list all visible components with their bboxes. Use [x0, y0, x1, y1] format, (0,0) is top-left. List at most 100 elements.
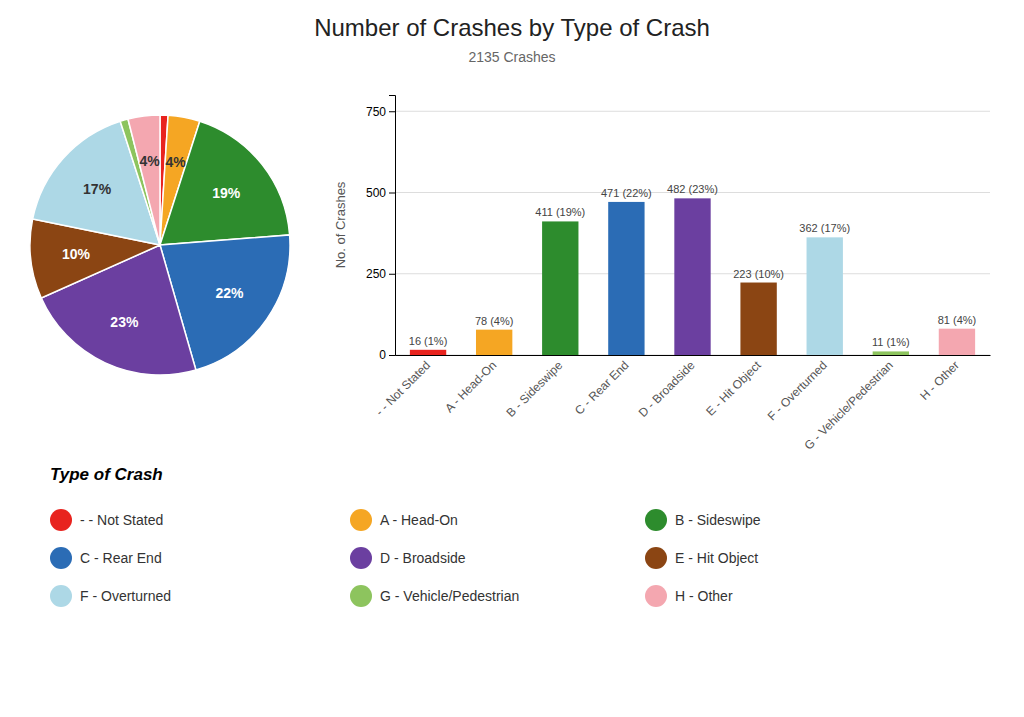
y-tick-mark [389, 274, 395, 275]
x-tick-label: H - Other [917, 358, 962, 403]
data-label: 482 (23%) [667, 183, 718, 195]
y-tick-mark [389, 111, 395, 112]
legend-label: B - Sideswipe [675, 512, 761, 528]
subtitle: 2135 Crashes [468, 49, 555, 65]
x-tick-label: B - Sideswipe [504, 358, 566, 420]
grid [395, 111, 990, 355]
pie-chart: 4% 19% 22% 23% 10% 17% 4% [30, 115, 290, 375]
legend-item: B - Sideswipe [645, 509, 761, 531]
legend-item: C - Rear End [50, 547, 162, 569]
y-axis-title: No. of Crashes [333, 181, 348, 268]
legend-label: A - Head-On [380, 512, 458, 528]
data-labels: 16 (1%) 78 (4%) 411 (19%) 471 (22%) 482 (23%… [409, 183, 976, 348]
y-tick: 500 [366, 186, 395, 200]
pie-label: 19% [212, 185, 241, 201]
legend-swatch [50, 509, 72, 531]
x-tick: D - Broadside [636, 358, 698, 420]
data-label: 411 (19%) [535, 206, 585, 218]
y-tick-mark [389, 355, 395, 356]
grid-line [395, 111, 990, 112]
bar [740, 283, 776, 355]
legend-item: F - Overturned [50, 585, 171, 607]
pie-labels: 4% 19% 22% 23% 10% 17% 4% [62, 153, 244, 329]
legend-label: E - Hit Object [675, 550, 758, 566]
bar [542, 221, 578, 355]
data-label: 16 (1%) [409, 335, 448, 347]
y-tick-label: 0 [379, 348, 386, 362]
legend-item: G - Vehicle/Pedestrian [350, 585, 519, 607]
legend-label: - - Not Stated [80, 512, 163, 528]
legend-item: D - Broadside [350, 547, 466, 569]
data-label: 11 (1%) [872, 336, 910, 348]
x-tick: A - Head-On [442, 358, 499, 415]
y-tick: 750 [366, 105, 395, 119]
legend-label: G - Vehicle/Pedestrian [380, 588, 519, 604]
legend-swatch [645, 585, 667, 607]
legend-swatch [645, 509, 667, 531]
legend-swatch [645, 547, 667, 569]
data-label: 81 (4%) [938, 314, 977, 326]
x-tick-label: G - Vehicle/Pedestrian [802, 358, 896, 452]
x-tick: C - Rear End [572, 358, 631, 417]
bar [939, 329, 975, 355]
bar-chart: 0 250 500 750 - - Not StatedA - Head-OnB - S… [333, 96, 991, 453]
legend-swatch [50, 585, 72, 607]
pie-label: 22% [215, 285, 244, 301]
x-tick: E - Hit Object [703, 358, 764, 419]
chart-canvas: Number of Crashes by Type of Crash 2135 C… [0, 0, 1024, 717]
y-tick-label: 500 [366, 186, 386, 200]
bars [410, 198, 975, 355]
x-tick-label: C - Rear End [572, 358, 631, 417]
x-axis-line [396, 355, 991, 356]
x-tick-label: F - Overturned [765, 358, 830, 423]
y-axis: 0 250 500 750 [366, 96, 396, 363]
y-tick-label: 750 [366, 105, 386, 119]
x-tick: - - Not Stated [373, 358, 433, 418]
x-tick-label: A - Head-On [442, 358, 499, 415]
legend: Type of Crash - - Not Stated A - Head-On B … [50, 465, 761, 607]
bar [410, 350, 446, 355]
pie-label: 10% [62, 246, 91, 262]
y-tick: 0 [379, 348, 395, 362]
x-tick: B - Sideswipe [504, 358, 566, 420]
legend-label: C - Rear End [80, 550, 162, 566]
legend-swatch [350, 547, 372, 569]
bar [608, 202, 644, 355]
y-tick-label: 250 [366, 267, 386, 281]
x-tick: H - Other [917, 358, 962, 403]
data-label: 362 (17%) [799, 222, 850, 234]
pie-label: 4% [166, 154, 187, 170]
bar [674, 198, 710, 355]
legend-item: - - Not Stated [50, 509, 163, 531]
legend-item: A - Head-On [350, 509, 458, 531]
y-tick-mark [389, 193, 395, 194]
legend-swatch [50, 547, 72, 569]
data-label: 223 (10%) [733, 268, 784, 280]
bar [873, 351, 909, 355]
pie-slices [30, 115, 290, 375]
data-label: 471 (22%) [601, 187, 652, 199]
x-axis: - - Not StatedA - Head-OnB - SideswipeC … [373, 356, 991, 453]
legend-label: D - Broadside [380, 550, 466, 566]
y-axis-line [389, 96, 396, 356]
bar [807, 237, 843, 355]
x-tick: G - Vehicle/Pedestrian [802, 358, 896, 452]
bar [476, 330, 512, 355]
x-tick-label: D - Broadside [636, 358, 698, 420]
x-tick: F - Overturned [765, 358, 830, 423]
pie-label: 4% [139, 153, 160, 169]
legend-label: F - Overturned [80, 588, 171, 604]
pie-label: 23% [110, 314, 139, 330]
legend-item: E - Hit Object [645, 547, 758, 569]
y-tick: 250 [366, 267, 395, 281]
x-tick-label: E - Hit Object [703, 358, 764, 419]
legend-swatch [350, 509, 372, 531]
data-label: 78 (4%) [475, 315, 514, 327]
legend-title: Type of Crash [50, 465, 163, 484]
pie-slice [128, 115, 160, 245]
legend-swatch [350, 585, 372, 607]
pie-label: 17% [83, 181, 112, 197]
title: Number of Crashes by Type of Crash [314, 14, 710, 41]
x-tick-label: - - Not Stated [373, 358, 433, 418]
pie-slice [160, 121, 290, 245]
